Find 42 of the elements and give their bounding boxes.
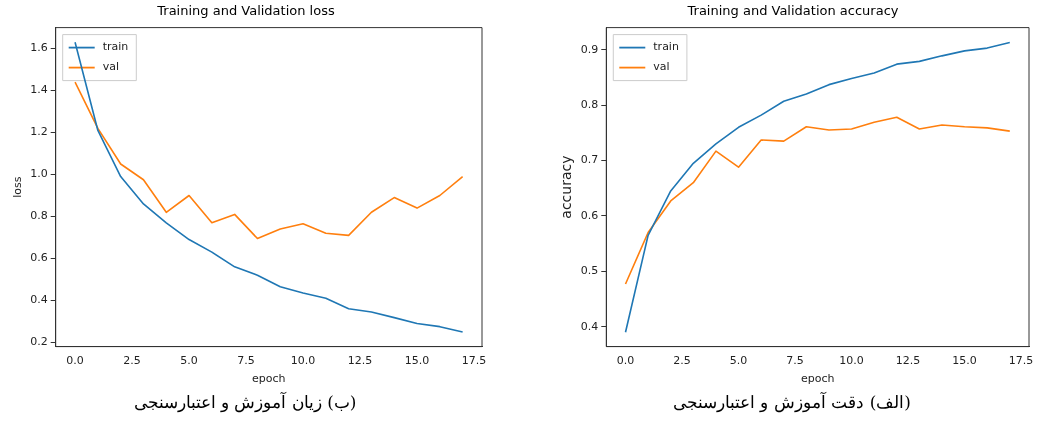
x-tick-label: 10.0 — [839, 354, 864, 368]
legend-label: train — [102, 40, 129, 54]
x-tick-label: 5.0 — [729, 354, 748, 368]
chart-title: Training and Validation loss — [156, 3, 335, 19]
x-tick-label: 15.0 — [404, 354, 430, 368]
y-axis-title: accuracy — [558, 155, 575, 219]
text: (ب) زیان آموزش و اعتبارسنجی — [132, 392, 358, 412]
y-tick-label: 0.8 — [580, 97, 599, 111]
x-tick-label: 15.0 — [952, 354, 977, 368]
x-tick-label: 7.5 — [237, 354, 255, 368]
chart-title: Training and Validation accuracy — [686, 3, 899, 19]
y-tick-label: 1.6 — [30, 41, 48, 55]
y-tick-label: 0.4 — [580, 319, 599, 333]
x-tick-label: 2.5 — [123, 354, 141, 368]
y-tick-label: 1.4 — [30, 83, 48, 97]
x-tick-label: 7.5 — [786, 354, 804, 368]
x-tick-label: 17.5 — [1008, 354, 1034, 368]
y-tick-label: 0.2 — [30, 335, 48, 349]
x-tick-label: 0.0 — [66, 354, 84, 368]
x-tick-label: 0.0 — [616, 354, 635, 368]
y-tick-label: 0.6 — [580, 208, 599, 222]
legend-label: val — [102, 60, 120, 74]
x-axis-title: epoch — [800, 372, 835, 386]
x-tick-label: 12.5 — [347, 354, 373, 368]
x-tick-label: 10.0 — [290, 354, 316, 368]
x-tick-label: 2.5 — [673, 354, 691, 368]
y-axis-title: loss — [11, 176, 25, 198]
y-tick-label: 0.8 — [30, 209, 48, 223]
x-tick-label: 17.5 — [461, 354, 487, 368]
y-tick-label: 0.5 — [580, 264, 599, 278]
legend-label: train — [653, 40, 679, 54]
x-axis-title: epoch — [252, 372, 286, 386]
y-tick-label: 1.0 — [30, 167, 48, 181]
y-tick-label: 1.2 — [30, 125, 48, 139]
x-tick-label: 12.5 — [895, 354, 921, 368]
y-tick-label: 0.7 — [580, 153, 599, 167]
x-tick-label: 5.0 — [180, 354, 198, 368]
legend-label: val — [653, 60, 670, 74]
y-tick-label: 0.9 — [580, 42, 599, 56]
y-tick-label: 0.6 — [30, 251, 48, 265]
y-tick-label: 0.4 — [30, 293, 48, 307]
text: (الف) دقت آموزش و اعتبارسنجی — [672, 392, 912, 412]
